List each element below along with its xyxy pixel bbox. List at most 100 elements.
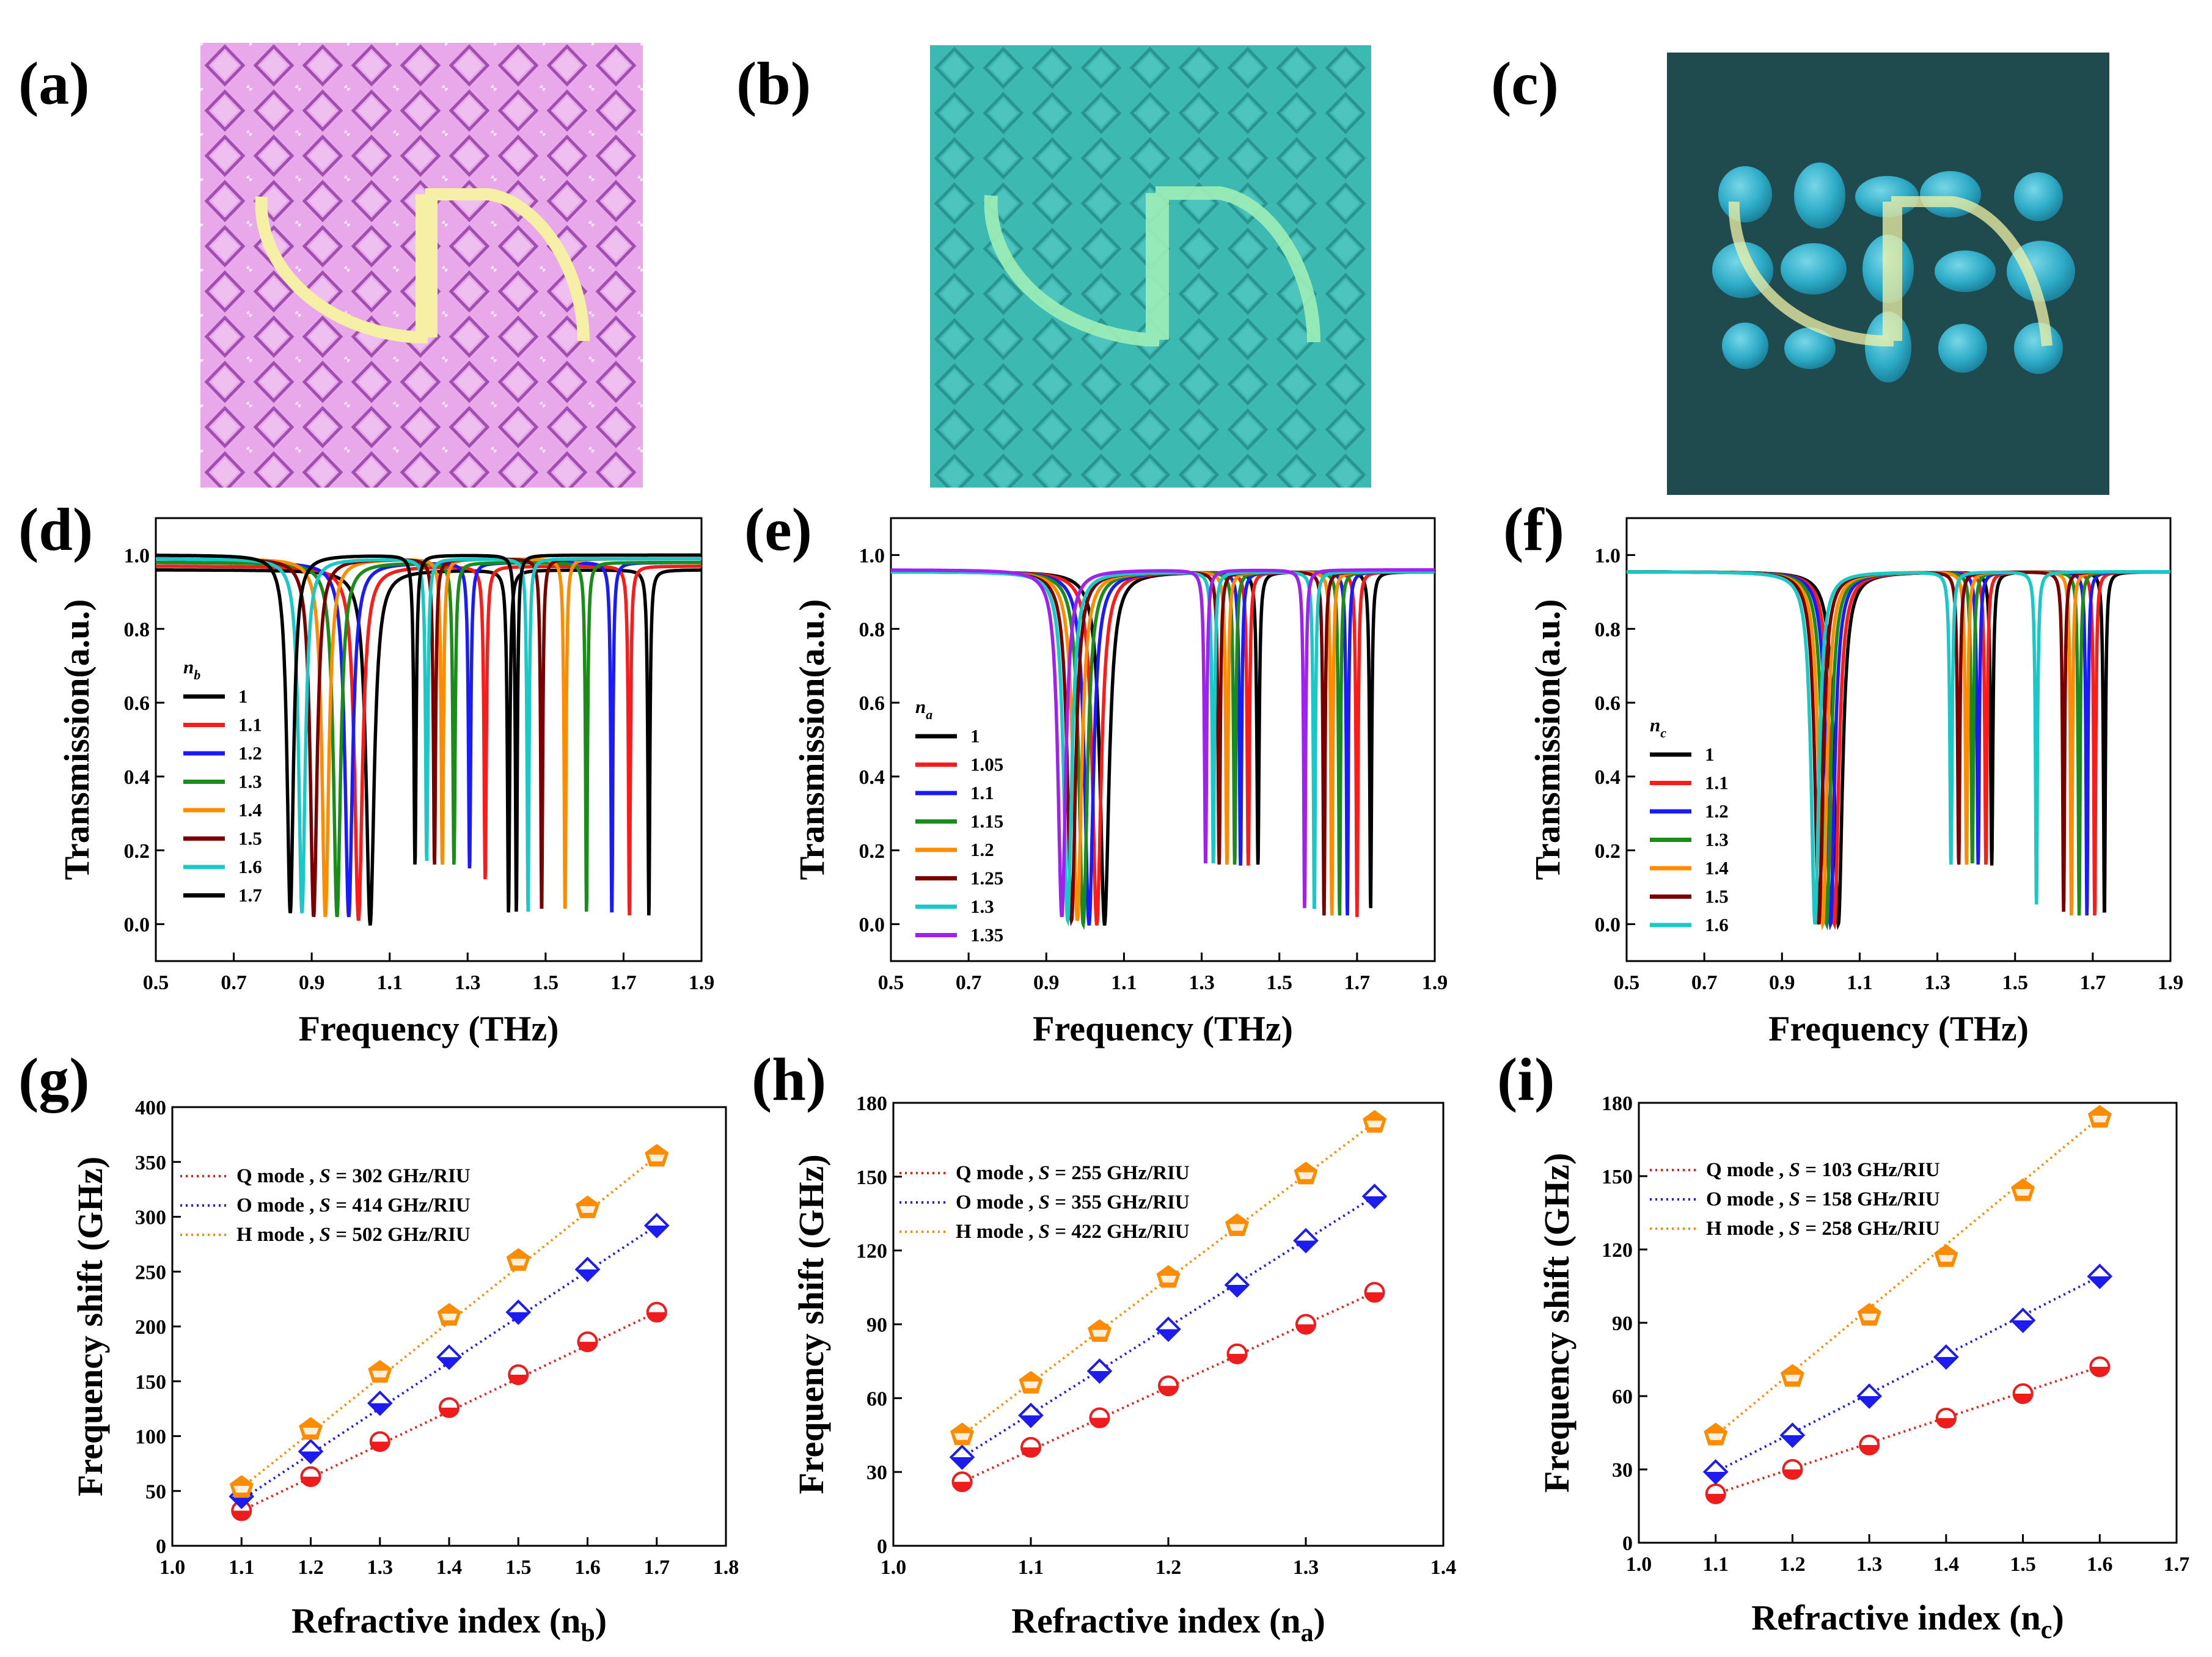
- y-tick-label: 300: [135, 1207, 166, 1229]
- series-line-1.1: [156, 565, 701, 921]
- legend-label: 1.5: [238, 828, 262, 849]
- y-tick-label: 0.0: [1595, 914, 1621, 937]
- y-tick-label: 120: [856, 1240, 887, 1263]
- y-tick-label: 180: [856, 1092, 887, 1115]
- x-tick-label: 1.1: [376, 971, 403, 994]
- data-point-fill: [440, 1407, 458, 1417]
- x-axis-label-main: Refractive index (n: [1751, 1598, 2041, 1637]
- y-tick-label: 350: [135, 1152, 166, 1174]
- data-point-fill: [1090, 1417, 1109, 1427]
- y-tick-label: 0.0: [124, 914, 150, 937]
- x-tick-label: 1.7: [1344, 971, 1371, 994]
- data-point-fill: [1781, 1435, 1804, 1446]
- data-point-fill: [507, 1312, 530, 1323]
- x-tick-label: 1.6: [2087, 1553, 2113, 1576]
- x-tick-label: 1.2: [1155, 1556, 1182, 1579]
- data-point-highlight: [510, 1259, 527, 1266]
- x-axis-label: Frequency (THz): [1033, 1009, 1293, 1048]
- x-tick-label: 0.9: [299, 971, 325, 994]
- legend-title-sub: a: [926, 707, 932, 722]
- data-point-highlight: [1091, 1330, 1108, 1337]
- x-tick-label: 0.9: [1769, 971, 1795, 994]
- legend-mode-name: H mode ,: [1706, 1218, 1789, 1240]
- chart-h: 1.0 1.1 1.2 1.3 1.4 0 30 60 90 120 150 180 Q mode , …: [791, 1092, 1456, 1647]
- data-point-fill: [509, 1374, 528, 1384]
- legend-mode-name: Q mode ,: [236, 1165, 320, 1187]
- data-point-fill: [578, 1342, 597, 1352]
- series-line-1.6: [156, 557, 701, 914]
- y-tick-label: 0.6: [859, 692, 885, 715]
- data-point-highlight: [1023, 1381, 1039, 1389]
- legend-title-sub: b: [194, 667, 200, 682]
- legend-mode-name: O mode ,: [236, 1194, 320, 1216]
- panel-c-image: [1667, 53, 2109, 495]
- x-tick-label: 0.5: [878, 971, 904, 994]
- series-line-1.7: [156, 553, 701, 913]
- panel-a-image: [200, 43, 643, 488]
- data-point-fill: [1088, 1371, 1111, 1383]
- x-tick-label: 1.6: [574, 1556, 601, 1579]
- legend-entry: O mode , S = 414 GHz/RIU: [236, 1194, 471, 1216]
- data-point-fill: [1228, 1353, 1247, 1363]
- y-tick-label: 1.0: [1595, 544, 1621, 567]
- plot-frame: [1625, 517, 2172, 962]
- legend-mode-name: O mode ,: [956, 1191, 1039, 1213]
- x-tick-label: 0.7: [221, 971, 247, 994]
- legend-title: na: [915, 696, 932, 722]
- data-point-highlight: [1784, 1375, 1801, 1381]
- legend-sens-symbol: S: [1789, 1218, 1800, 1240]
- x-tick-label: 1.0: [1626, 1553, 1652, 1576]
- y-tick-label: 0.4: [1595, 766, 1621, 789]
- y-tick-label: 0.8: [1595, 618, 1621, 641]
- y-axis-label: Transmission(a.u.): [1528, 599, 1567, 880]
- data-point-fill: [1157, 1329, 1179, 1341]
- y-tick-label: 0.2: [1595, 840, 1621, 863]
- data-point-fill: [1860, 1445, 1879, 1454]
- y-tick-label: 30: [1612, 1459, 1633, 1482]
- panel-label: (d): [18, 496, 93, 563]
- data-point-highlight: [1160, 1275, 1176, 1282]
- x-axis-label: Refractive index (nb): [291, 1601, 607, 1647]
- legend-label: 1: [238, 686, 248, 707]
- y-tick-label: 0: [1622, 1532, 1633, 1555]
- data-point-highlight: [579, 1206, 596, 1213]
- y-axis-label: Frequency shift (GHz): [70, 1157, 110, 1496]
- data-point-fill: [368, 1403, 391, 1414]
- y-tick-label: 60: [1612, 1386, 1633, 1408]
- chart-e: 0.5 0.7 0.9 1.1 1.3 1.5 1.7 1.9 0.0 0.2 0.4 0.6 0.8 1…: [792, 517, 1448, 1048]
- data-point-fill: [299, 1451, 322, 1463]
- x-tick-label: 1.1: [1018, 1556, 1044, 1579]
- data-point-fill: [1365, 1292, 1384, 1302]
- legend-label: 1.4: [238, 799, 262, 821]
- x-tick-label: 1.9: [1422, 971, 1448, 994]
- panel-label: (e): [744, 496, 812, 563]
- x-tick-label: 1.5: [2010, 1553, 2036, 1576]
- data-point-highlight: [441, 1314, 457, 1321]
- data-point-highlight: [302, 1427, 319, 1435]
- fit-line-H mode: [1715, 1116, 2101, 1436]
- legend-title: nc: [1650, 714, 1666, 741]
- data-point-fill: [2013, 1394, 2032, 1403]
- y-tick-label: 400: [135, 1097, 166, 1119]
- legend-label: 1.05: [970, 754, 1003, 775]
- x-tick-label: 1.5: [533, 971, 559, 994]
- y-tick-label: 0: [877, 1535, 887, 1558]
- x-tick-label: 1.3: [455, 971, 481, 994]
- data-point-highlight: [372, 1370, 388, 1378]
- y-tick-label: 150: [856, 1166, 887, 1189]
- legend-label: 1.7: [238, 885, 262, 906]
- x-tick-label: 1.2: [1779, 1553, 1806, 1576]
- data-point-highlight: [1298, 1172, 1314, 1179]
- series-line-1.3: [891, 570, 1435, 927]
- y-tick-label: 0.8: [124, 618, 150, 641]
- data-point-fill: [951, 1457, 973, 1468]
- y-axis-label: Frequency shift (GHz): [791, 1154, 831, 1494]
- legend-sens-value: = 355 GHz/RIU: [1050, 1191, 1190, 1213]
- legend-label: 1.3: [238, 771, 262, 792]
- data-point-fill: [370, 1441, 389, 1451]
- x-tick-label: 1.2: [298, 1556, 324, 1579]
- x-tick-label: 1.3: [1188, 971, 1215, 994]
- legend-label: 1.3: [970, 896, 994, 917]
- x-tick-label: 1.9: [689, 971, 715, 994]
- data-point-fill: [1783, 1469, 1802, 1479]
